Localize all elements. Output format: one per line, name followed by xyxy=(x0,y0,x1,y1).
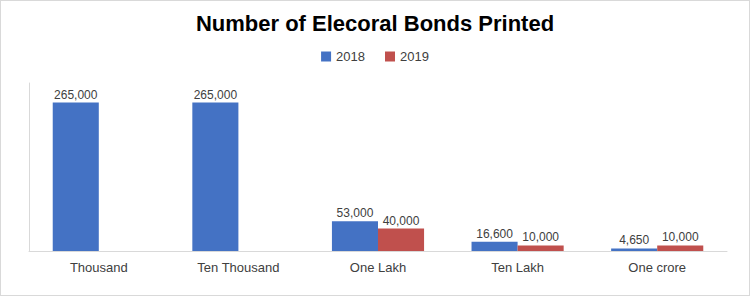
svg-text:40,000: 40,000 xyxy=(383,214,420,228)
svg-text:Number of Elecoral Bonds Print: Number of Elecoral Bonds Printed xyxy=(196,11,554,36)
svg-text:Thousand: Thousand xyxy=(70,260,128,275)
svg-text:4,650: 4,650 xyxy=(619,233,649,247)
svg-text:2019: 2019 xyxy=(400,49,429,64)
svg-text:16,600: 16,600 xyxy=(476,227,513,241)
svg-text:265,000: 265,000 xyxy=(194,88,238,102)
svg-text:10,000: 10,000 xyxy=(662,230,699,244)
svg-text:One Lakh: One Lakh xyxy=(350,260,406,275)
svg-text:53,000: 53,000 xyxy=(337,206,374,220)
svg-text:One crore: One crore xyxy=(628,260,686,275)
svg-text:2018: 2018 xyxy=(336,49,365,64)
svg-text:265,000: 265,000 xyxy=(54,88,98,102)
svg-text:Ten Thousand: Ten Thousand xyxy=(197,260,279,275)
svg-text:Ten Lakh: Ten Lakh xyxy=(491,260,544,275)
svg-text:10,000: 10,000 xyxy=(522,230,559,244)
